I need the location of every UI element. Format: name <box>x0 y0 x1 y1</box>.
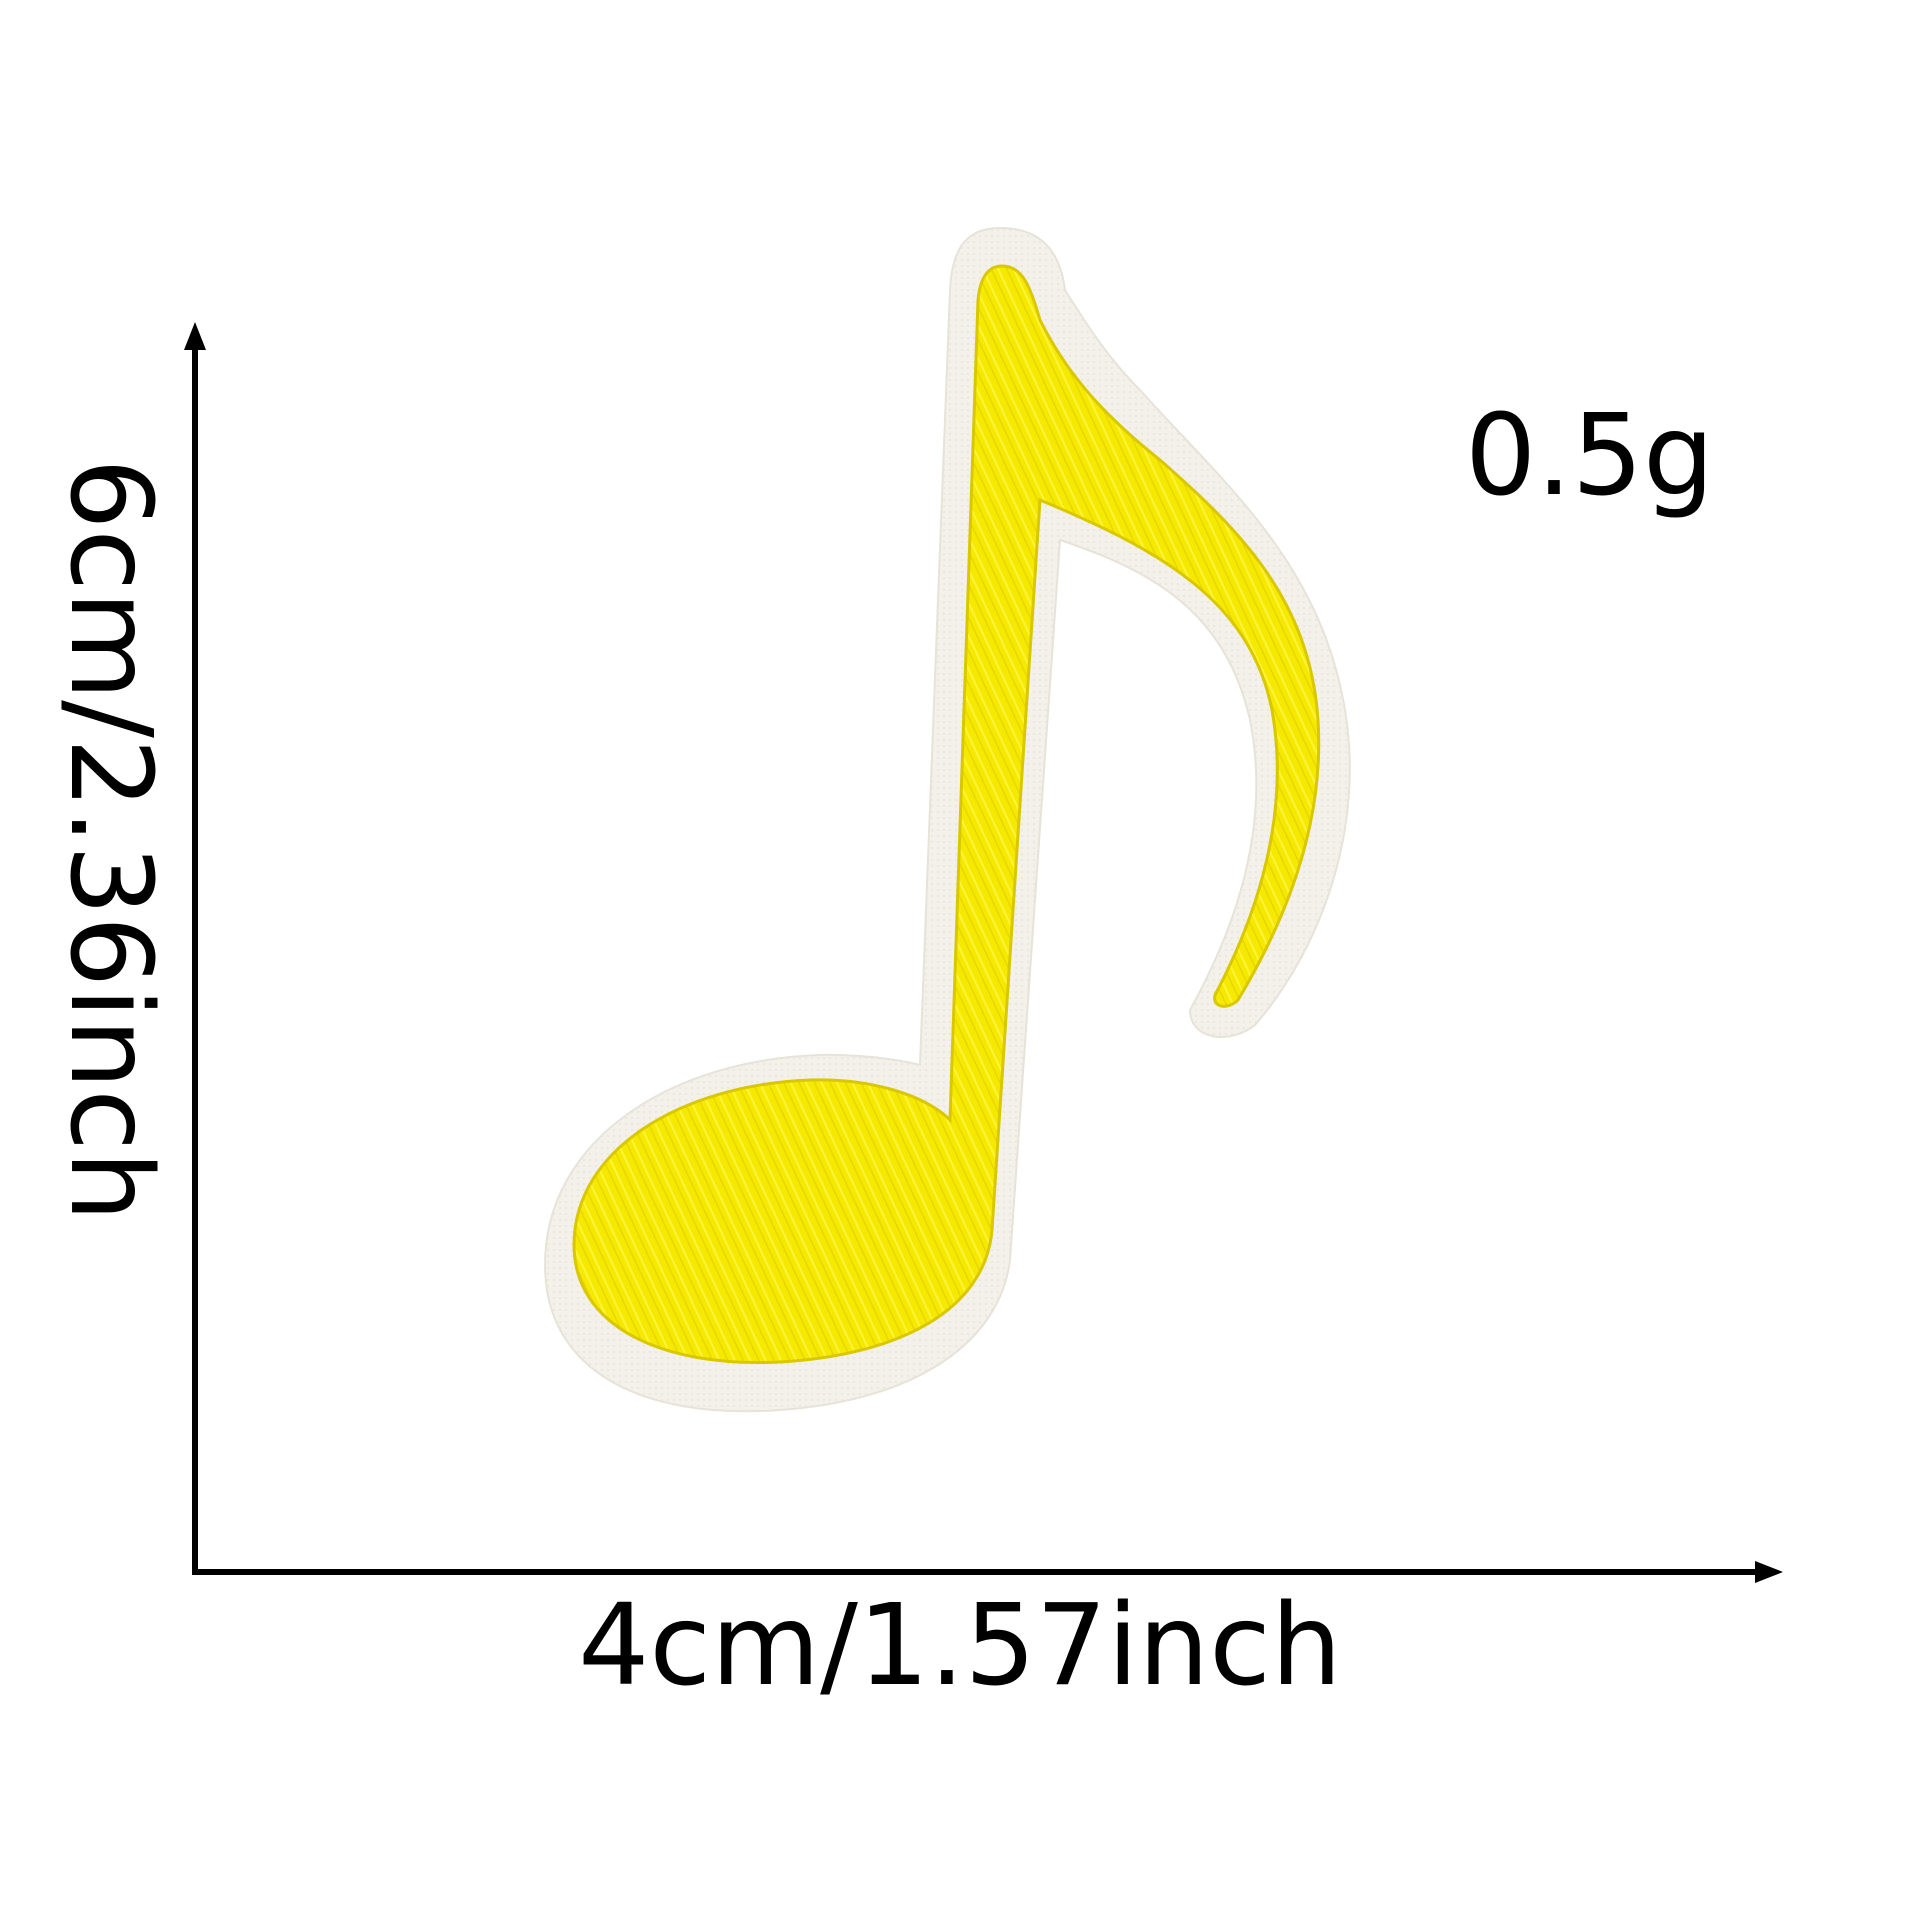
height-dimension-label: 6cm/2.36inch <box>45 458 175 1222</box>
height-arrow <box>184 322 206 1575</box>
width-arrow <box>192 1561 1783 1583</box>
music-note-patch <box>543 226 1351 1413</box>
note-embroidery <box>572 264 1321 1365</box>
width-dimension-label: 4cm/1.57inch <box>578 1581 1342 1711</box>
weight-label: 0.5g <box>1465 391 1715 521</box>
